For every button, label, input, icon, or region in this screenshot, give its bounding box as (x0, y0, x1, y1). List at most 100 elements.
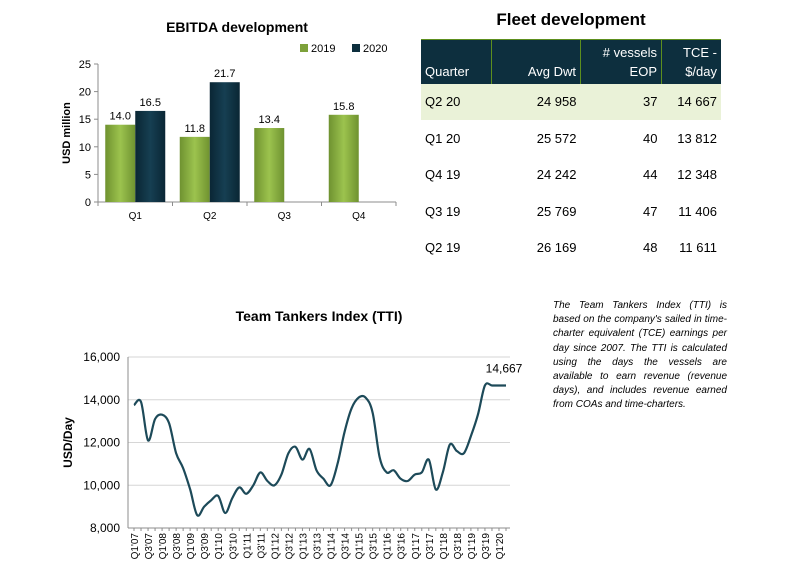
tti-x-tick-label: Q3'16 (397, 533, 408, 560)
tti-x-tick-label: Q1'14 (327, 533, 338, 560)
cell-tce: 11 406 (678, 203, 717, 219)
fleet-header-avg-dwt: Avg Dwt (491, 39, 581, 84)
tti-description: The Team Tankers Index (TTI) is based on… (553, 300, 727, 411)
ebitda-data-label: 15.8 (333, 101, 354, 113)
cell-vessels: 37 (580, 83, 662, 120)
ebitda-data-label: 14.0 (110, 111, 131, 123)
tti-x-tick-label: Q1'13 (298, 533, 309, 560)
tti-x-tick-label: Q3'14 (341, 533, 352, 560)
tti-x-tick-label: Q1'18 (439, 533, 450, 560)
tti-y-tick-label: 12,000 (83, 436, 120, 450)
cell-tce: 14 667 (661, 83, 721, 120)
tti-x-tick-label: Q1'15 (355, 533, 366, 560)
cell-quarter: Q4 19 (425, 167, 461, 183)
ebitda-y-tick-label: 25 (79, 59, 91, 71)
ebitda-chart: EBITDA development USD million 0 5 10 15 20 25 Q… (61, 19, 397, 222)
cell-vessels: 44 (643, 167, 658, 183)
ebitda-y-label: USD million (61, 102, 73, 164)
ebitda-bar-2020 (209, 82, 240, 202)
ebitda-data-label: 11.8 (184, 123, 205, 135)
tti-x-tick-label: Q3'09 (200, 533, 211, 560)
tti-series-line (133, 382, 506, 517)
fleet-table: Quarter Avg Dwt # vessels EOP TCE - $/da… (421, 39, 721, 266)
ebitda-legend-swatch (300, 44, 308, 52)
tti-x-tick-label: Q3'10 (228, 533, 239, 560)
tti-x-tick-label: Q3'13 (312, 533, 323, 560)
ebitda-bar-2019 (328, 114, 359, 202)
cell-vessels: 48 (643, 240, 658, 256)
cell-avg-dwt: 26 169 (536, 240, 577, 256)
tti-title: Team Tankers Index (TTI) (236, 308, 403, 324)
cell-quarter: Q2 20 (421, 83, 492, 120)
ebitda-y-tick-label: 0 (85, 197, 91, 209)
tti-x-tick-label: Q3'19 (481, 533, 492, 560)
tti-x-tick-label: Q1'12 (270, 533, 281, 560)
ebitda-category-label: Q3 (278, 211, 292, 222)
cell-quarter: Q1 20 (425, 130, 461, 146)
table-row: Q2 20 24 958 37 14 667 (421, 83, 721, 120)
fleet-development: Fleet development Quarter Avg Dwt # vess… (421, 7, 721, 266)
ebitda-data-label: 13.4 (259, 114, 280, 126)
tti-x-tick-label: Q1'19 (467, 533, 478, 560)
ebitda-data-label: 16.5 (140, 97, 161, 109)
table-row: Q1 20 25 572 40 13 812 (421, 120, 721, 157)
tti-x-tick-label: Q1'10 (214, 533, 225, 560)
tti-x-tick-label: Q3'18 (453, 533, 464, 560)
cell-avg-dwt: 24 242 (536, 167, 577, 183)
tti-chart: Team Tankers Index (TTI) USD/Day 8,000 10,0… (61, 308, 523, 559)
tti-x-tick-label: Q3'15 (369, 533, 380, 560)
tti-x-tick-label: Q1'16 (383, 533, 394, 560)
cell-tce: 13 812 (677, 130, 717, 146)
ebitda-title: EBITDA development (166, 19, 308, 35)
tti-x-tick-label: Q3'11 (256, 533, 267, 559)
fleet-header-row: Quarter Avg Dwt # vessels EOP TCE - $/da… (421, 39, 721, 84)
cell-vessels: 47 (643, 203, 658, 219)
table-row: Q3 19 25 769 47 11 406 (421, 193, 721, 230)
tti-x-tick-label: Q1'09 (186, 533, 197, 560)
ebitda-bar-2020 (135, 110, 166, 202)
cell-vessels: 40 (643, 130, 658, 146)
fleet-header-quarter: Quarter (421, 39, 492, 84)
table-row: Q4 19 24 242 44 12 348 (421, 157, 721, 194)
tti-x-tick-label: Q3'08 (172, 533, 183, 560)
table-row: Q2 19 26 169 48 11 611 (421, 230, 721, 267)
ebitda-category-label: Q4 (352, 211, 366, 222)
ebitda-bar-2019 (254, 128, 285, 202)
tti-x-tick-label: Q1'20 (495, 533, 506, 560)
fleet-header-tce: TCE - $/day (661, 39, 721, 84)
ebitda-legend-label: 2019 (311, 43, 335, 55)
tti-x-tick-label: Q3'17 (425, 533, 436, 560)
cell-avg-dwt: 24 958 (491, 83, 581, 120)
tti-x-tick-label: Q1'17 (411, 533, 422, 560)
cell-avg-dwt: 25 769 (536, 203, 577, 219)
ebitda-category-label: Q1 (129, 211, 143, 222)
tti-x-tick-label: Q3'07 (144, 533, 155, 560)
ebitda-legend-swatch (352, 44, 360, 52)
ebitda-bar-2019 (105, 124, 136, 202)
ebitda-y-tick-label: 10 (79, 142, 91, 154)
ebitda-legend-label: 2020 (363, 43, 387, 55)
ebitda-bar-2019 (179, 136, 210, 202)
cell-avg-dwt: 25 572 (536, 130, 577, 146)
tti-x-tick-label: Q1'08 (158, 533, 169, 560)
tti-y-label: USD/Day (61, 417, 75, 468)
ebitda-data-label: 21.7 (214, 68, 235, 80)
ebitda-y-tick-label: 5 (85, 169, 91, 181)
tti-y-tick-label: 8,000 (90, 521, 120, 535)
cell-quarter: Q3 19 (425, 203, 461, 219)
tti-y-tick-label: 10,000 (83, 478, 120, 492)
fleet-title: Fleet development (496, 10, 646, 29)
fleet-header-vessels: # vessels EOP (580, 39, 662, 84)
tti-x-tick-label: Q1'07 (130, 533, 141, 560)
tti-y-tick-label: 16,000 (83, 350, 120, 364)
ebitda-y-tick-label: 15 (79, 114, 91, 126)
ebitda-y-tick-label: 20 (79, 87, 91, 99)
cell-tce: 12 348 (677, 167, 717, 183)
cell-tce: 11 611 (679, 240, 717, 256)
tti-x-tick-label: Q1'11 (242, 533, 253, 559)
tti-x-tick-label: Q3'12 (284, 533, 295, 560)
tti-y-tick-label: 14,000 (83, 393, 120, 407)
cell-quarter: Q2 19 (425, 240, 461, 256)
tti-annotation: 14,667 (486, 361, 523, 375)
